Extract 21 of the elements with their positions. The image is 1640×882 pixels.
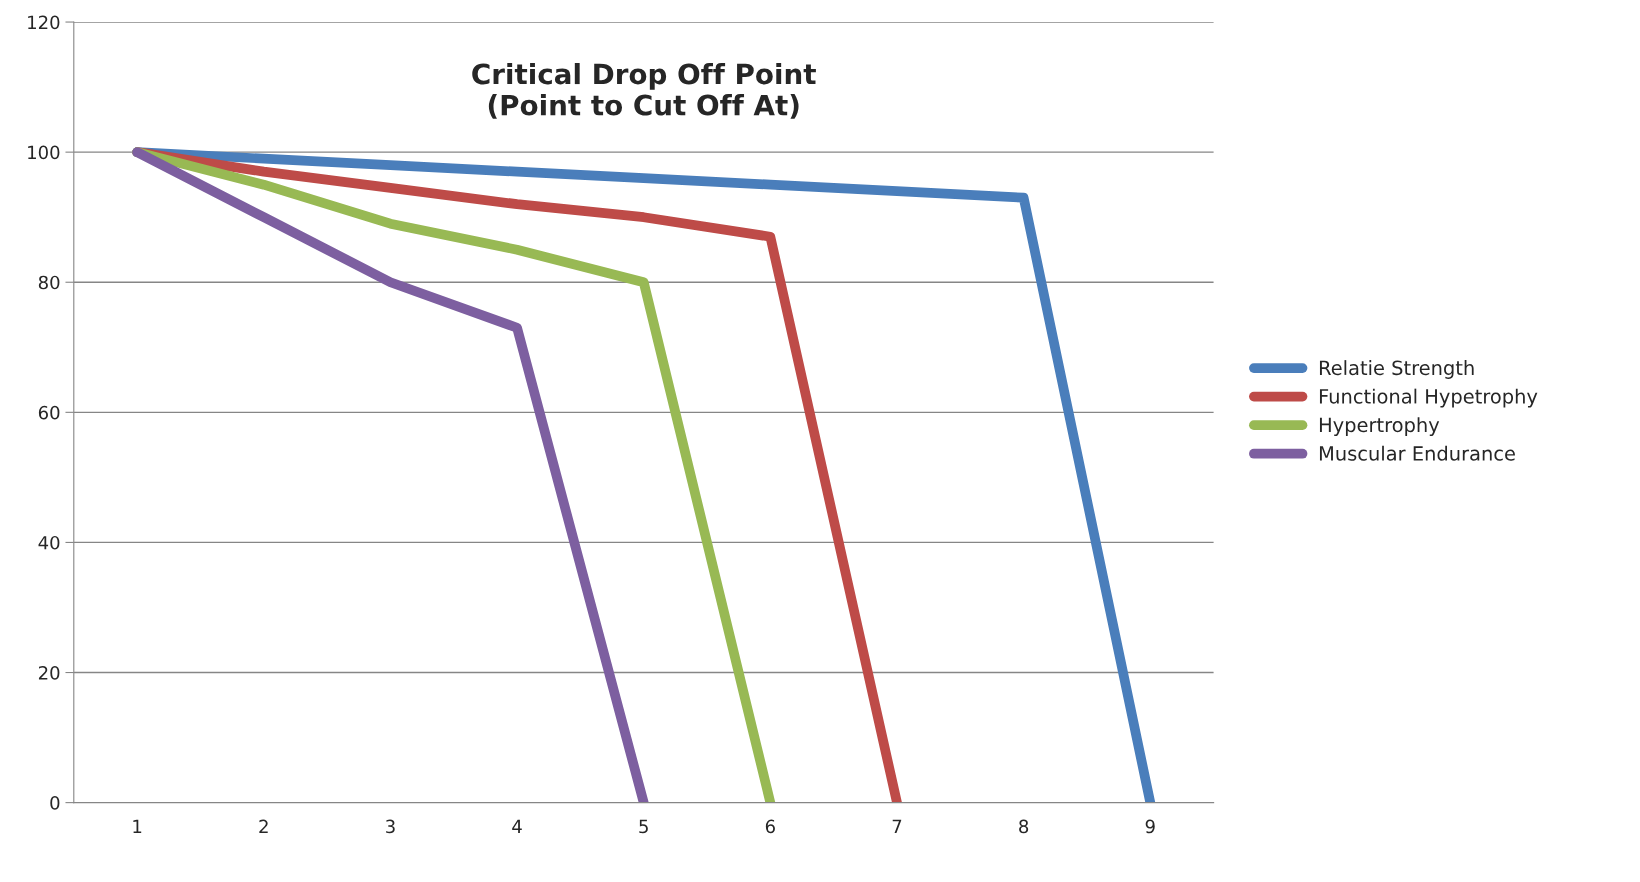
x-tick-label: 3 <box>386 819 395 834</box>
y-tick-label: 0 <box>50 796 60 810</box>
y-tick-label: 120 <box>28 15 60 30</box>
legend-label: Relatie Strength <box>1319 360 1474 379</box>
x-tick-label: 7 <box>892 819 902 834</box>
y-tick-label: 20 <box>38 665 60 680</box>
y-tick-label: 60 <box>38 405 60 420</box>
legend-label: Functional Hypetrophy <box>1319 388 1538 408</box>
y-tick-label: 40 <box>38 535 60 550</box>
x-tick-label: 9 <box>1145 819 1155 834</box>
x-tick-label: 2 <box>259 819 268 834</box>
x-tick-label: 6 <box>765 819 775 834</box>
x-tick-label: 1 <box>133 819 142 834</box>
y-tick-label: 80 <box>38 275 60 290</box>
x-tick-label: 8 <box>1019 819 1029 834</box>
legend-label: Muscular Endurance <box>1319 445 1515 461</box>
text: Critical Drop Off Point (Point to Cut Off At) <box>472 62 816 119</box>
x-tick-label: 4 <box>512 819 522 834</box>
x-tick-label: 5 <box>639 819 648 834</box>
legend-label: Hypertrophy <box>1319 417 1440 437</box>
y-tick-label: 100 <box>28 145 60 160</box>
